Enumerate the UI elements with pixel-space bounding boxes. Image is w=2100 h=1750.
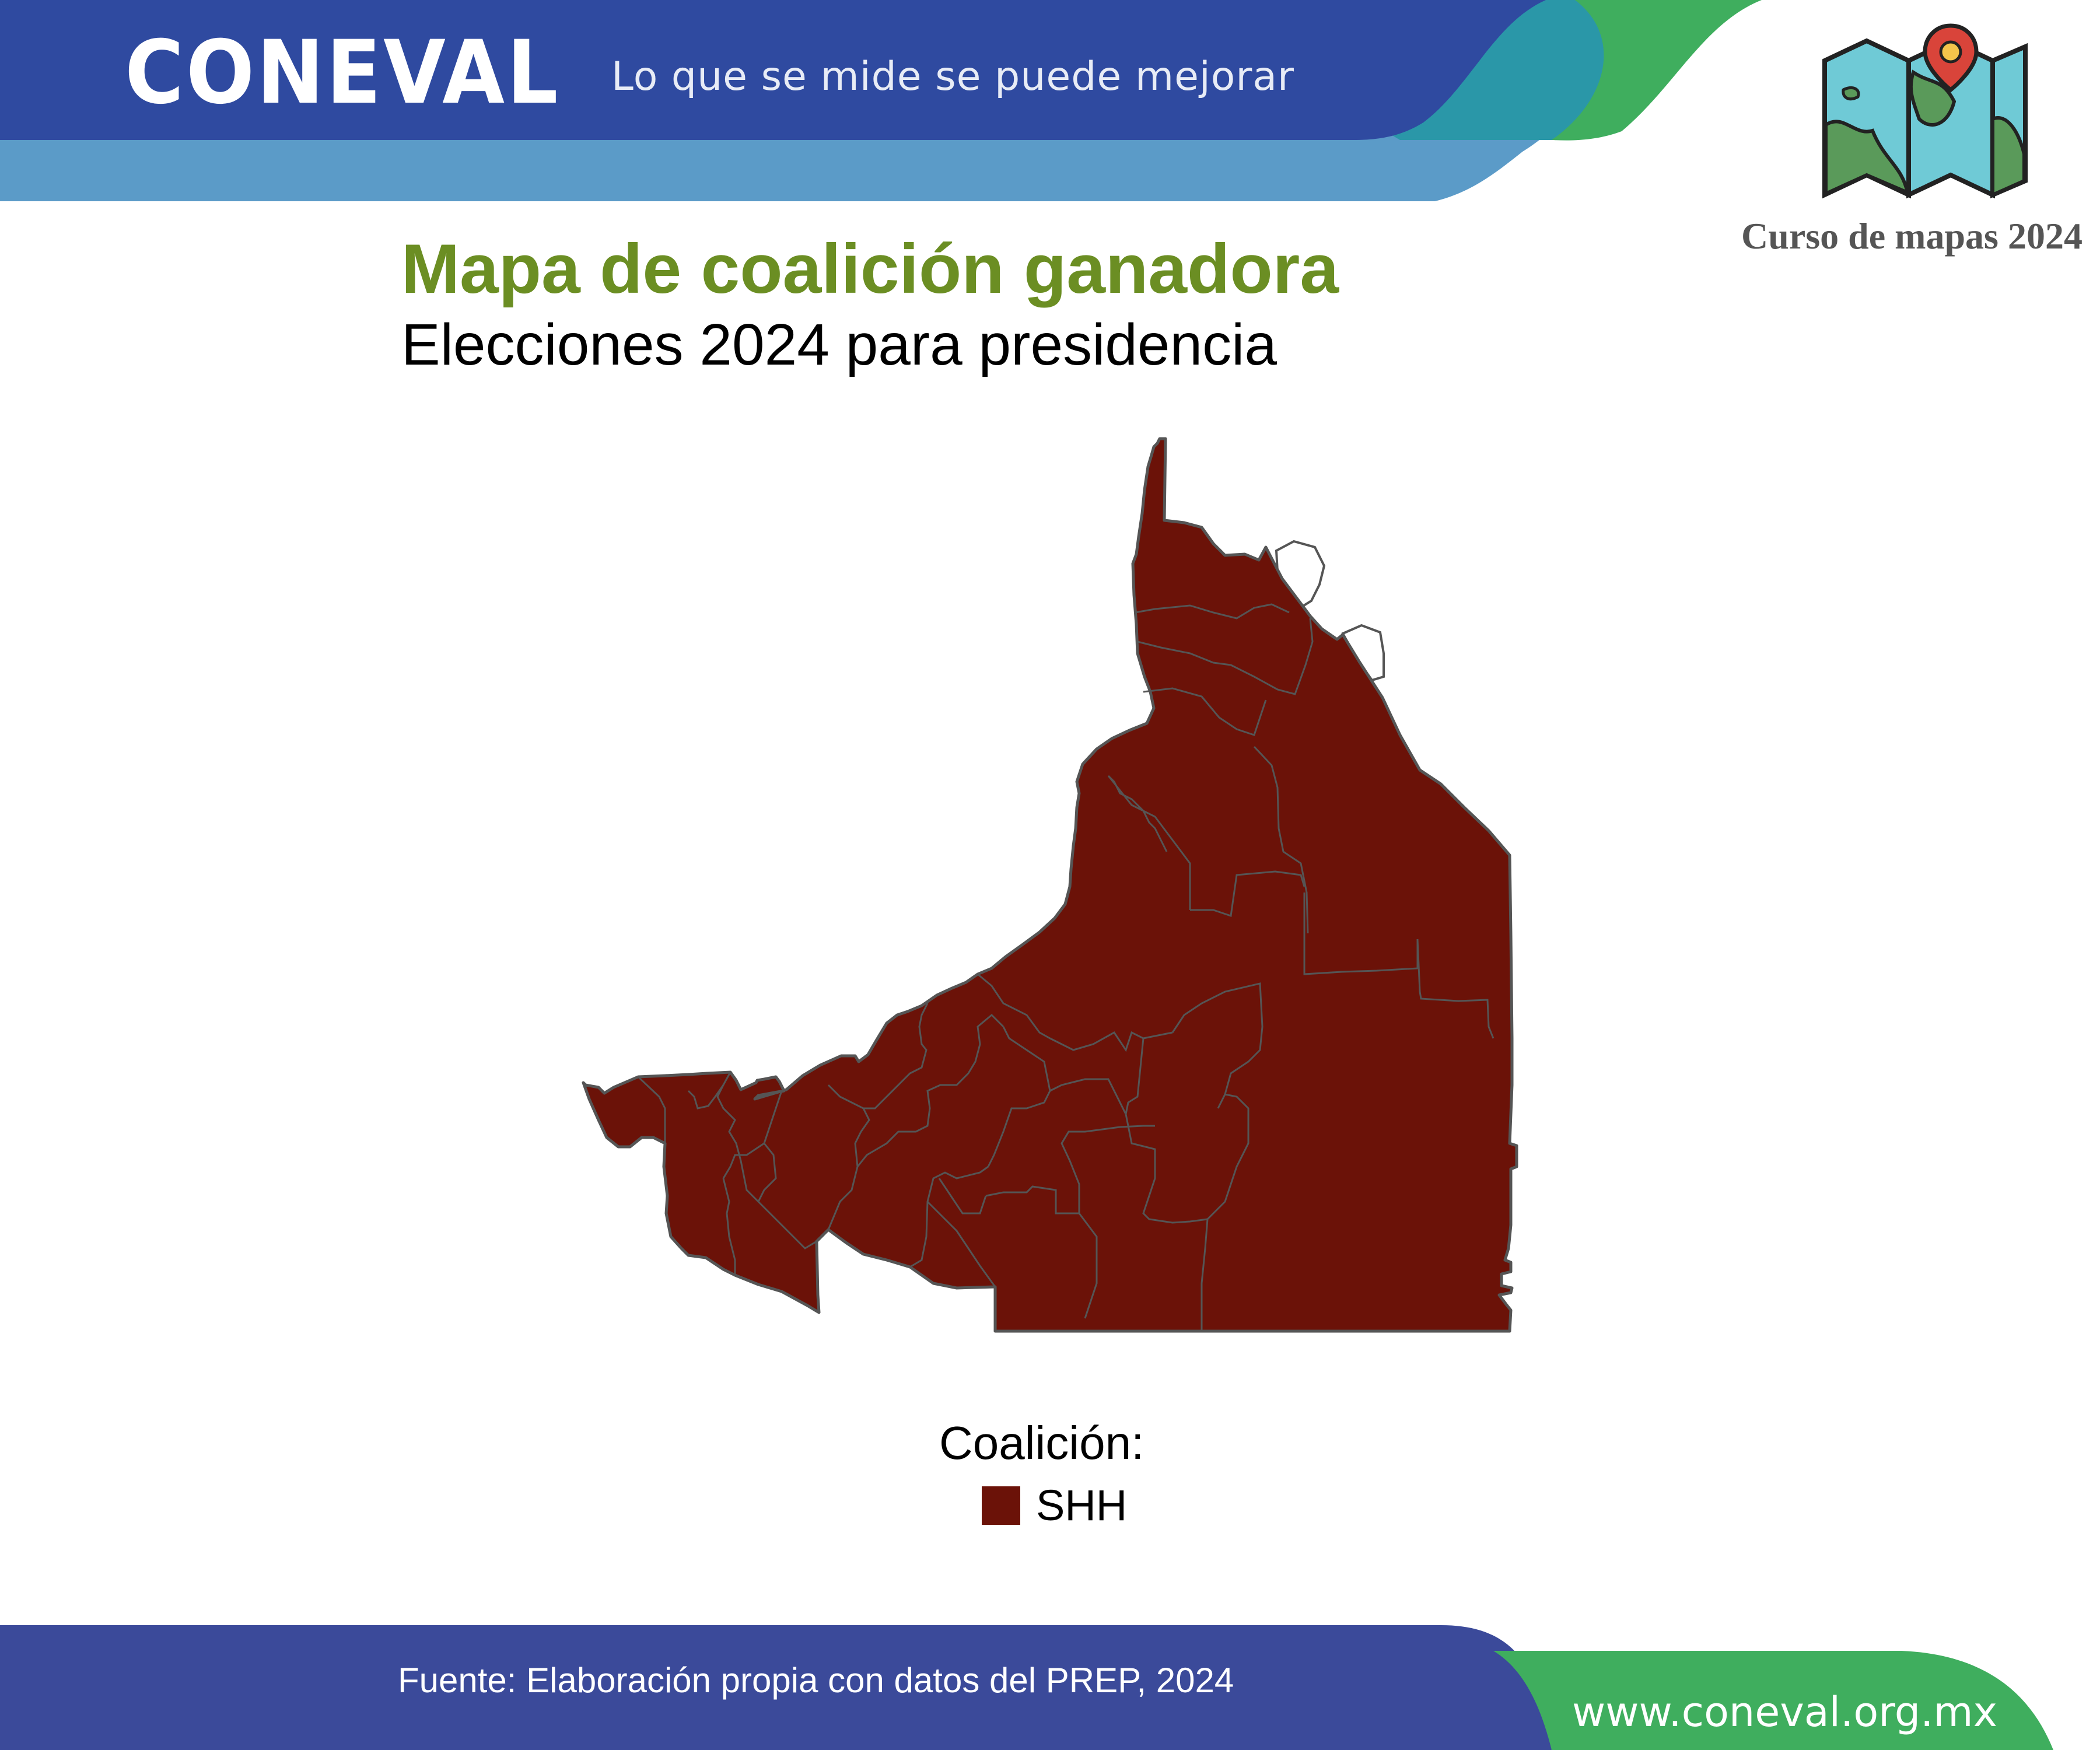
region-tabasco (582, 437, 1518, 1333)
website-link[interactable]: www.coneval.org.mx (1572, 1688, 1998, 1736)
legend-label-shh: SHH (1036, 1481, 1128, 1530)
map-title: Mapa de coalición ganadora (401, 230, 1339, 308)
source-note: Fuente: Elaboración propia con datos del… (398, 1661, 1234, 1700)
legend-title: Coalición: (939, 1417, 1144, 1469)
municipal-boundaries (637, 603, 1494, 1331)
folded-map-with-pin-icon (1822, 23, 2028, 199)
legend-swatch-shh (982, 1486, 1020, 1525)
tagline: Lo que se mide se puede mejorar (611, 54, 1294, 100)
course-label: Curso de mapas 2024 (1741, 215, 2082, 257)
coneval-logo: CONEVAL (125, 22, 561, 124)
header-banner (0, 0, 1762, 201)
map-subtitle: Elecciones 2024 para presidencia (401, 312, 1277, 377)
